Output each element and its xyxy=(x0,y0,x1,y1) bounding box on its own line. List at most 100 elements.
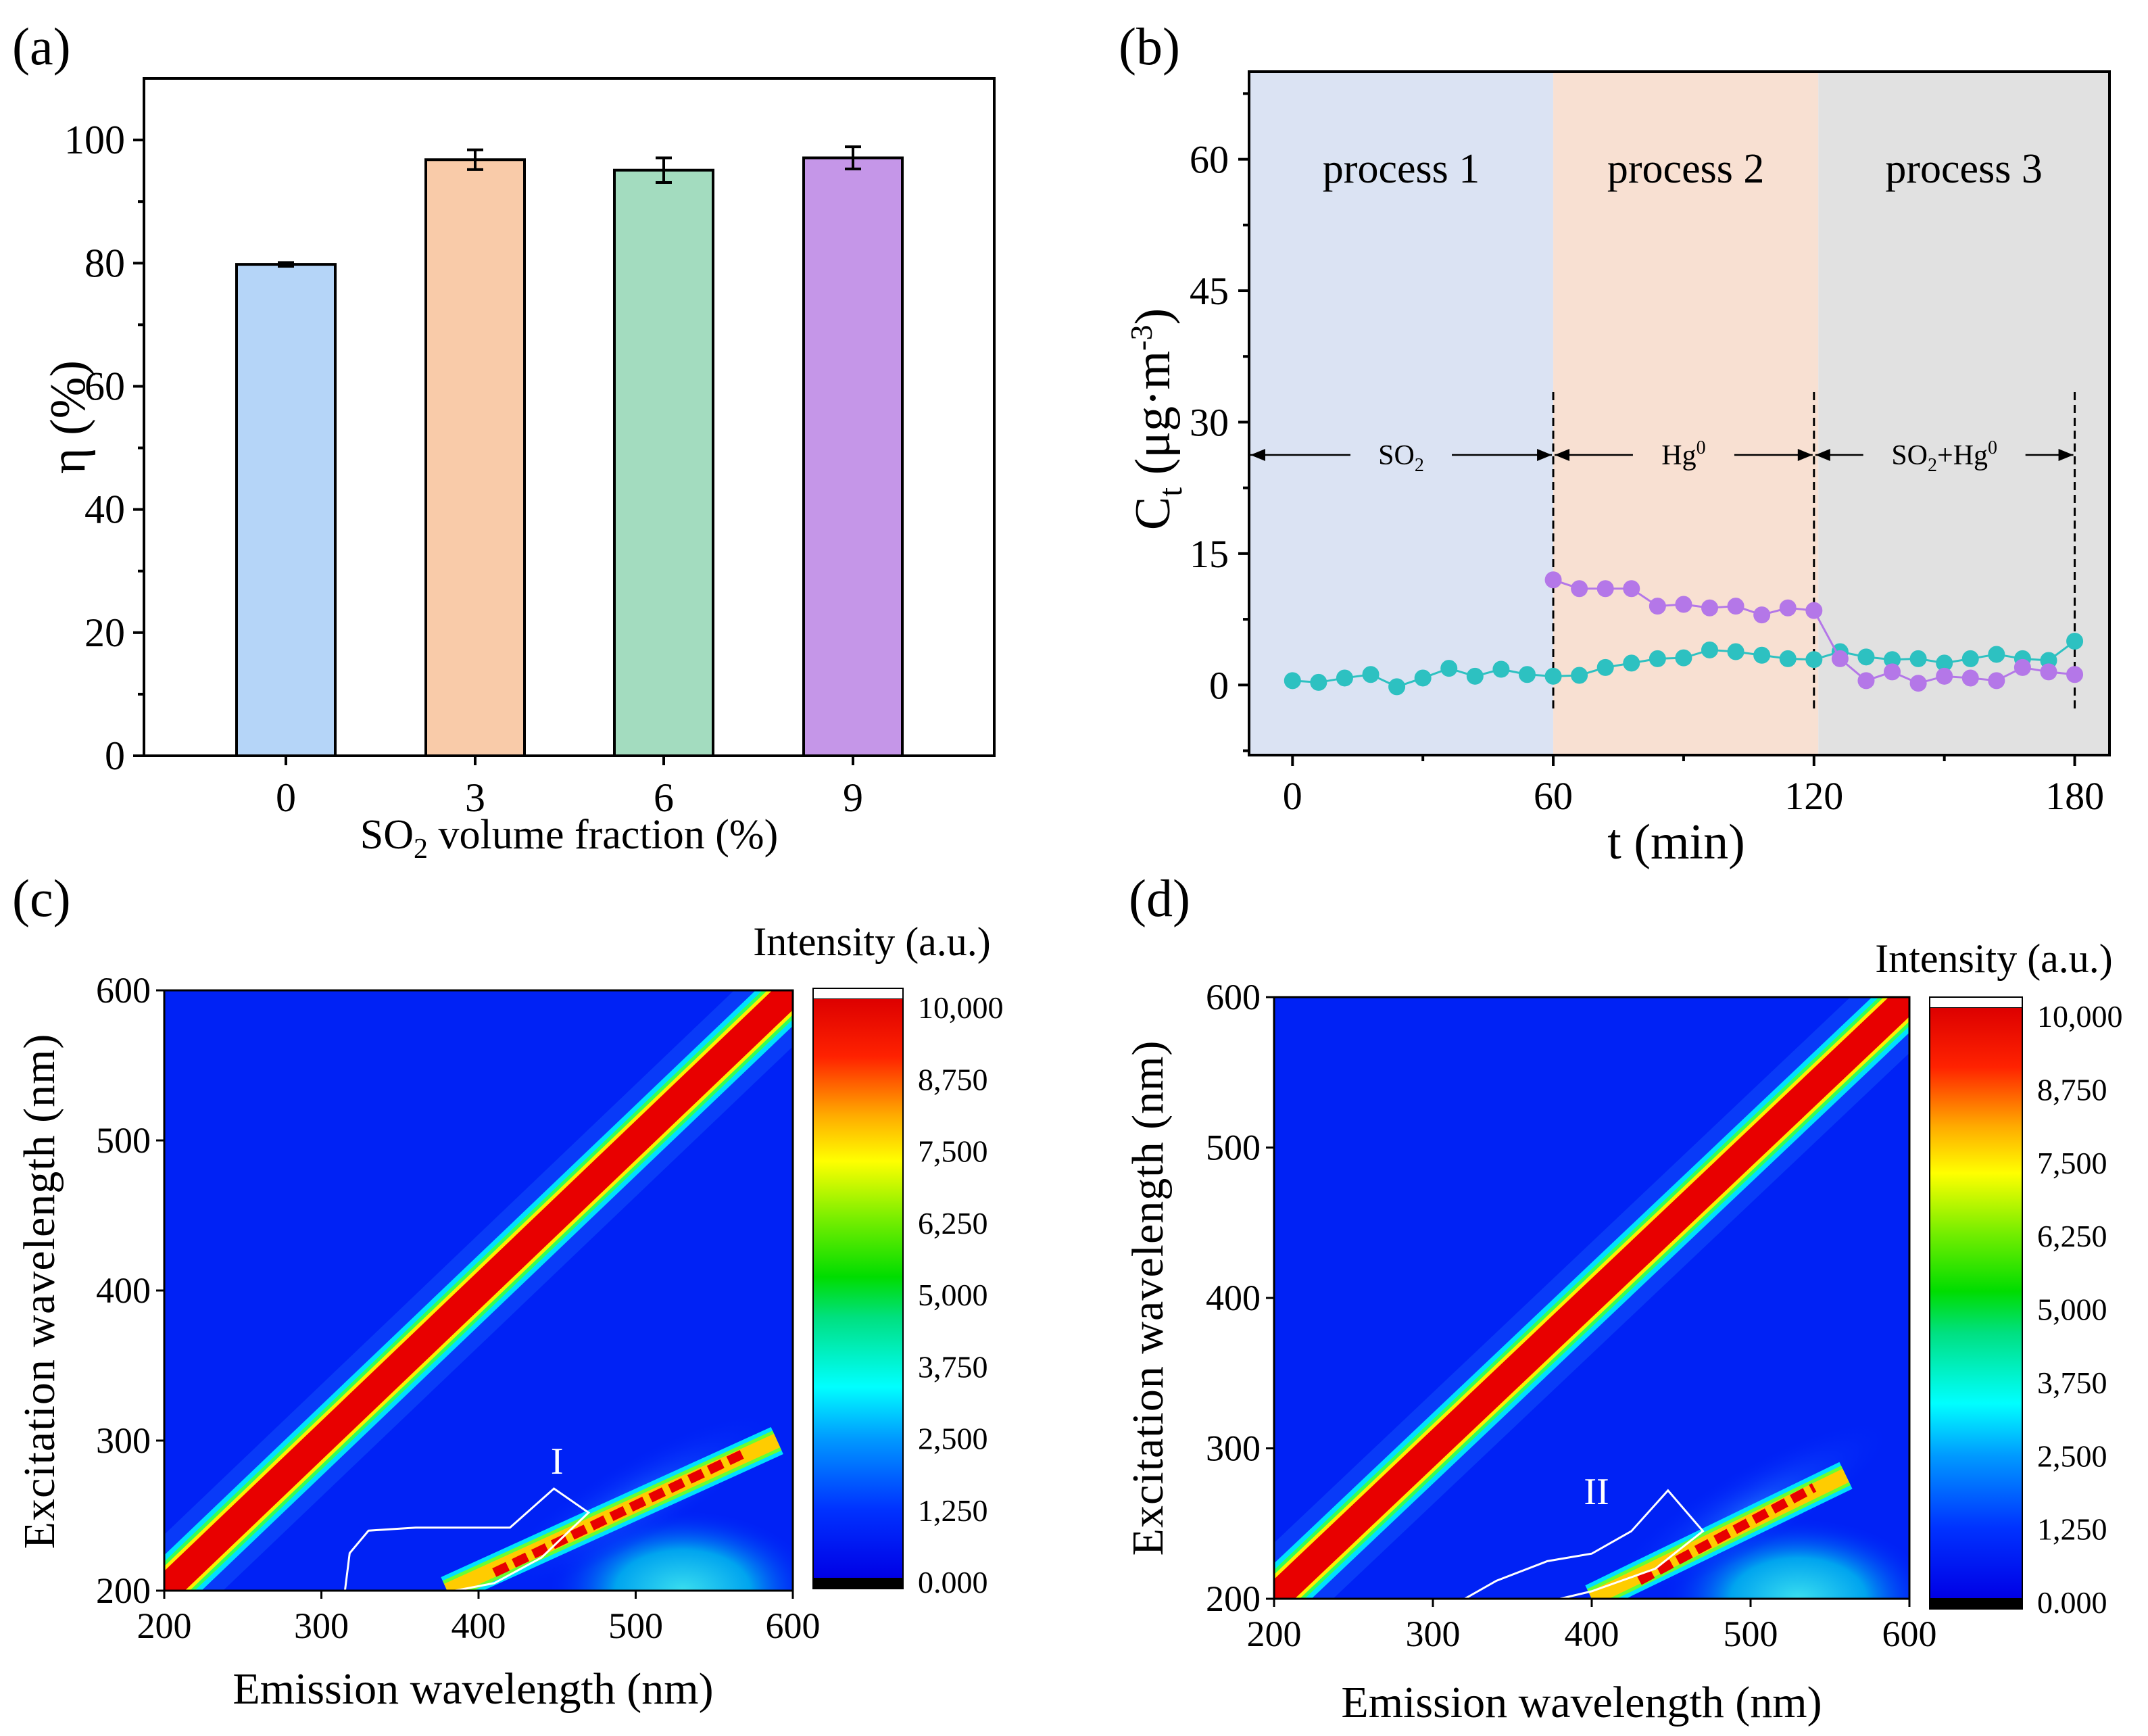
y-tick-label: 300 xyxy=(1206,1428,1261,1469)
data-point-teal xyxy=(1623,654,1640,672)
colorbar-tick-label: 6,250 xyxy=(2037,1219,2107,1253)
colorbar-tick-label: 7,500 xyxy=(918,1134,988,1169)
panel-d-ylabel: Excitation wavelength (nm) xyxy=(1123,1040,1173,1556)
data-point-teal xyxy=(1857,648,1875,666)
diagonal-red xyxy=(164,990,793,1591)
data-point-purple xyxy=(1936,667,1953,685)
y-tick-label: 45 xyxy=(1190,269,1229,313)
panel-d-heatmap: (d) II 200 300 400 500 600 200 300 400 500 600 Ex… xyxy=(1123,869,2123,1727)
arrow-label: SO2+Hg0 xyxy=(1891,437,1997,476)
colorbar-tick-label: 6,250 xyxy=(918,1206,988,1240)
data-point-teal xyxy=(1336,669,1353,687)
colorbar-title: Intensity (a.u.) xyxy=(753,919,991,964)
process-label-1: process 1 xyxy=(1323,146,1480,192)
y-tick-label: 300 xyxy=(96,1420,151,1461)
x-tick-label: 60 xyxy=(1534,774,1573,818)
panel-c-label: (c) xyxy=(12,869,71,927)
x-tick-label: 200 xyxy=(137,1606,192,1646)
colorbar-title: Intensity (a.u.) xyxy=(1875,936,2113,981)
x-tick-label: 500 xyxy=(608,1606,663,1646)
data-point-purple xyxy=(1753,606,1771,624)
arrowhead-left xyxy=(1815,449,1830,461)
bar-9 xyxy=(802,156,904,758)
panel-c-heatmap: (c) I 200 300 400 500 600 200 300 400 500 600 Exc… xyxy=(12,869,1004,1714)
x-tick-label: 600 xyxy=(766,1606,821,1646)
colorbar-tick-label: 5,000 xyxy=(2037,1293,2107,1327)
process-label-3: process 3 xyxy=(1885,146,2042,192)
colorbar-tick-label: 3,750 xyxy=(918,1349,988,1384)
arrowhead-right xyxy=(2058,449,2074,461)
y-tick-label: 200 xyxy=(1206,1578,1261,1619)
data-point-purple xyxy=(1884,663,1901,681)
data-point-purple xyxy=(1571,580,1588,598)
panel-a-bar-chart: (a) 0 3 6 9 0 20 40 60 80 100 η (%) SO2 volume fr… xyxy=(12,17,996,865)
data-point-teal xyxy=(1571,667,1588,684)
bar-3 xyxy=(424,158,526,758)
x-tick-label: 6 xyxy=(654,775,674,820)
panel-b-label: (b) xyxy=(1119,17,1180,76)
data-point-teal xyxy=(1440,660,1458,677)
data-point-teal xyxy=(1544,667,1562,685)
y-tick-label: 400 xyxy=(96,1270,151,1311)
colorbar-gradient xyxy=(1930,1008,2022,1598)
colorbar-tick-label: 10,000 xyxy=(918,990,1004,1025)
arrowhead-left xyxy=(1555,449,1570,461)
data-point-teal xyxy=(1492,660,1510,678)
data-point-teal xyxy=(1649,650,1666,667)
y-tick-label: 0 xyxy=(105,733,125,778)
data-point-teal xyxy=(1675,649,1692,667)
data-point-teal xyxy=(1961,650,1979,667)
x-tick-label: 400 xyxy=(451,1606,506,1646)
data-point-purple xyxy=(1701,599,1719,617)
colorbar-tick-label: 2,500 xyxy=(2037,1439,2107,1473)
data-point-purple xyxy=(2066,666,2084,683)
y-tick-label: 60 xyxy=(1190,138,1229,182)
region-label: II xyxy=(1584,1471,1609,1513)
data-point-teal xyxy=(1596,658,1614,676)
x-tick-label: 0 xyxy=(1283,774,1302,818)
x-tick-label: 120 xyxy=(1784,774,1843,818)
colorbar-tick-label: 1,250 xyxy=(918,1493,988,1528)
x-tick-label: 200 xyxy=(1247,1614,1302,1654)
data-point-teal xyxy=(1466,667,1484,685)
data-point-teal xyxy=(1284,672,1301,690)
y-tick-label: 500 xyxy=(96,1120,151,1161)
region-label: I xyxy=(551,1441,564,1482)
y-tick-label: 60 xyxy=(84,364,125,408)
process-region-3 xyxy=(1818,72,2109,755)
y-tick-label: 400 xyxy=(1206,1278,1261,1318)
data-point-teal xyxy=(1310,673,1327,691)
colorbar-frame xyxy=(812,988,904,1589)
process-label-2: process 2 xyxy=(1607,146,1764,192)
data-point-purple xyxy=(2040,663,2057,681)
colorbar-tick-label: 2,500 xyxy=(918,1422,988,1456)
x-tick-label: 180 xyxy=(2045,774,2104,818)
data-point-purple xyxy=(1623,580,1640,598)
x-tick-label: 9 xyxy=(843,775,863,820)
data-point-purple xyxy=(1596,580,1614,598)
panel-c-xlabel: Emission wavelength (nm) xyxy=(233,1664,713,1714)
data-point-teal xyxy=(1909,650,1927,667)
bar-0 xyxy=(235,263,337,757)
y-tick-label: 15 xyxy=(1190,532,1229,576)
panel-c-ylabel: Excitation wavelength (nm) xyxy=(15,1034,64,1549)
data-point-teal xyxy=(1414,669,1432,687)
data-point-purple xyxy=(1649,598,1666,615)
data-point-teal xyxy=(1518,666,1536,683)
panel-d-xlabel: Emission wavelength (nm) xyxy=(1341,1678,1822,1727)
arrowhead-right xyxy=(1537,449,1553,461)
panel-a-ylabel: η (%) xyxy=(41,360,96,474)
data-point-purple xyxy=(1831,650,1849,667)
panel-b-ylabel: Ct (μg·m-3) xyxy=(1124,308,1189,530)
data-point-purple xyxy=(1857,672,1875,690)
colorbar-tick-label: 10,000 xyxy=(2037,999,2123,1034)
arrowhead-right xyxy=(1797,449,1813,461)
data-point-teal xyxy=(1388,678,1406,696)
panel-b-line-chart: (b) process 1 process 2 process 3 SO2 Hg0 SO… xyxy=(1119,17,2111,870)
colorbar-tick-label: 7,500 xyxy=(2037,1146,2107,1180)
data-point-teal xyxy=(2066,633,2084,650)
colorbar-tick-label: 5,000 xyxy=(918,1278,988,1312)
panel-b-plot-frame xyxy=(1248,70,2111,756)
panel-a-label: (a) xyxy=(12,17,71,76)
